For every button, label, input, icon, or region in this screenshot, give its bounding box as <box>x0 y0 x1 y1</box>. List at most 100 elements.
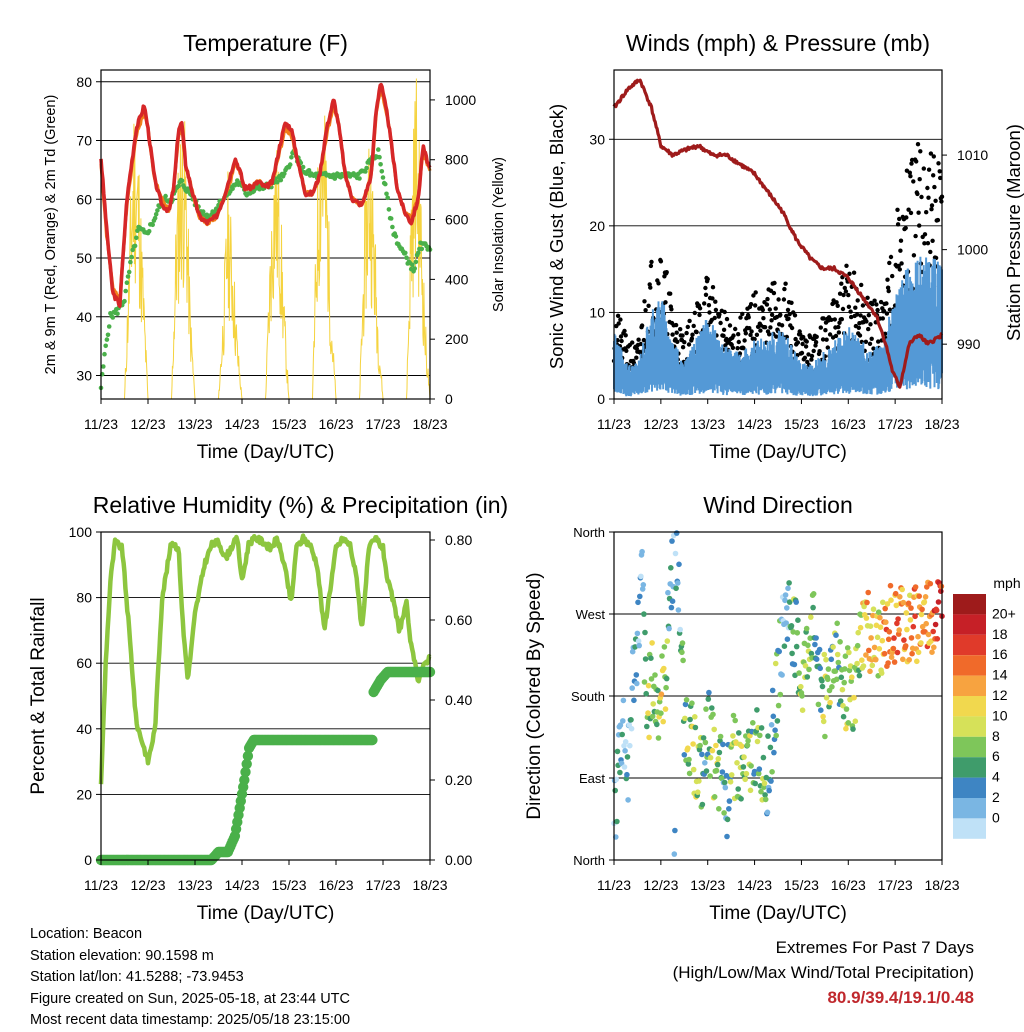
direction-point <box>754 738 761 745</box>
colorbar-swatch <box>953 716 986 737</box>
gust-point <box>903 225 908 231</box>
direction-point <box>756 766 763 772</box>
direction-point <box>888 597 894 603</box>
direction-point <box>664 638 671 644</box>
dewpoint-point <box>122 298 127 304</box>
direction-point <box>713 767 720 774</box>
direction-point <box>681 752 688 758</box>
direction-point <box>903 610 910 616</box>
gust-point <box>848 309 853 314</box>
series-solar-insolation <box>101 78 431 400</box>
direction-point <box>875 609 882 615</box>
gust-point <box>895 207 900 212</box>
direction-point <box>748 763 754 769</box>
direction-point <box>820 718 827 725</box>
colorbar-label: 18 <box>992 626 1008 642</box>
gust-point <box>643 308 648 313</box>
y-tick-label: East <box>579 771 605 786</box>
gust-point <box>736 332 741 337</box>
direction-point <box>727 779 734 785</box>
gust-point <box>938 175 943 181</box>
direction-point <box>854 642 861 649</box>
direction-point <box>912 584 919 590</box>
colorbar-swatch <box>953 798 986 819</box>
direction-point <box>703 768 710 774</box>
direction-point <box>772 727 778 733</box>
dewpoint-point <box>289 155 294 160</box>
direction-point <box>882 605 888 612</box>
gust-point <box>933 255 939 261</box>
colorbar-swatch <box>953 757 986 778</box>
gust-point <box>781 297 787 302</box>
gust-point <box>829 317 834 322</box>
colorbar-label: 20+ <box>992 605 1016 621</box>
gust-point <box>746 315 751 320</box>
dewpoint-point <box>230 186 235 191</box>
direction-point <box>738 743 745 749</box>
direction-point <box>794 630 801 636</box>
direction-point <box>661 665 667 672</box>
dewpoint-point <box>257 186 262 192</box>
gust-point <box>768 325 773 330</box>
direction-point <box>685 761 692 767</box>
colorbar-swatch <box>953 696 986 717</box>
direction-point <box>760 754 767 761</box>
direction-point <box>919 606 925 613</box>
direction-point <box>775 702 782 709</box>
gust-point <box>823 328 828 333</box>
gust-point <box>673 322 679 328</box>
gust-point <box>849 314 854 320</box>
direction-point <box>899 586 905 593</box>
direction-point <box>614 818 620 825</box>
gust-point <box>735 346 740 351</box>
dewpoint-point <box>123 288 128 294</box>
direction-point <box>736 730 742 736</box>
y-tick-label: 70 <box>76 133 92 149</box>
direction-point <box>838 674 845 681</box>
gust-point <box>843 289 849 294</box>
gust-point <box>887 307 893 312</box>
gust-point <box>616 321 621 326</box>
gust-point <box>813 340 819 345</box>
dewpoint-point <box>150 222 155 228</box>
direction-point <box>675 607 682 613</box>
gust-point <box>865 295 870 300</box>
direction-point <box>808 650 815 657</box>
direction-point <box>839 686 846 693</box>
gust-point <box>855 298 860 303</box>
y2-tick-label: 1000 <box>957 242 988 258</box>
gust-point <box>738 315 743 320</box>
dewpoint-point <box>106 324 112 329</box>
direction-point <box>908 605 914 611</box>
gust-point <box>837 320 842 325</box>
gust-point <box>702 301 707 306</box>
gust-point <box>697 312 702 318</box>
direction-point <box>750 720 756 726</box>
direction-point <box>649 640 655 646</box>
direction-point <box>637 593 643 600</box>
direction-point <box>634 630 641 637</box>
direction-point <box>799 693 805 699</box>
direction-point <box>813 635 819 641</box>
gust-point <box>866 313 871 318</box>
gust-point <box>916 210 921 215</box>
gust-point <box>930 238 935 243</box>
dewpoint-point <box>128 259 133 265</box>
direction-point <box>891 659 898 665</box>
x-tick-label: 13/23 <box>177 416 212 432</box>
direction-point <box>774 718 781 724</box>
gust-point <box>656 281 661 286</box>
direction-point <box>679 640 686 646</box>
gust-point <box>678 327 683 332</box>
direction-point <box>846 667 853 674</box>
direction-point <box>715 756 722 762</box>
x-tick-label: 13/23 <box>177 877 212 893</box>
gust-point <box>774 334 779 339</box>
gust-point <box>817 349 822 354</box>
gust-point <box>886 288 891 294</box>
direction-point <box>761 780 768 787</box>
direction-point <box>628 725 635 732</box>
dewpoint-point <box>403 250 408 256</box>
direction-point <box>792 672 798 679</box>
